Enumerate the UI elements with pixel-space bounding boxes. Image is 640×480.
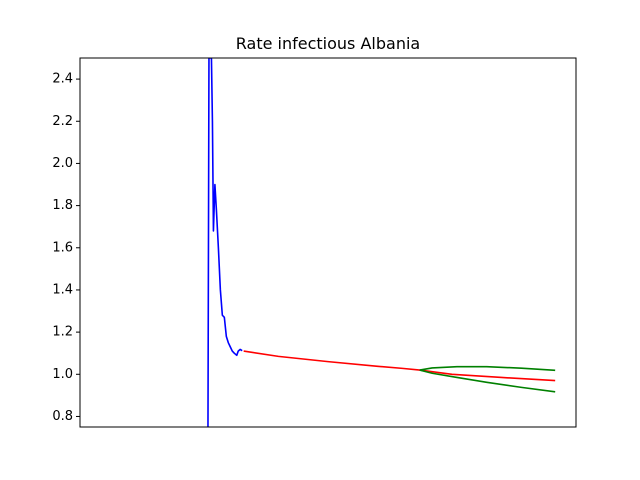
y-tick-label: 1.8 bbox=[52, 198, 73, 213]
y-axis: 0.8 1.0 1.2 1.4 1.6 1.8 2.0 2.2 2.4 bbox=[52, 72, 80, 424]
series-line-4 bbox=[419, 369, 556, 393]
series-line-1 bbox=[207, 58, 243, 427]
y-tick-label: 1.4 bbox=[52, 282, 73, 297]
y-tick-label: 2.4 bbox=[52, 72, 73, 87]
series-layer bbox=[207, 58, 556, 427]
y-tick-label: 1.6 bbox=[52, 240, 73, 255]
y-tick-label: 1.0 bbox=[52, 367, 73, 382]
chart-title: Rate infectious Albania bbox=[236, 34, 420, 53]
series-line-2 bbox=[243, 350, 556, 382]
y-tick-label: 1.2 bbox=[52, 325, 73, 340]
y-tick-label: 2.0 bbox=[52, 156, 73, 171]
y-tick-label: 2.2 bbox=[52, 114, 73, 129]
y-tick-label: 0.8 bbox=[52, 409, 73, 424]
plot-frame bbox=[79, 57, 577, 428]
series-line-3 bbox=[419, 365, 556, 372]
